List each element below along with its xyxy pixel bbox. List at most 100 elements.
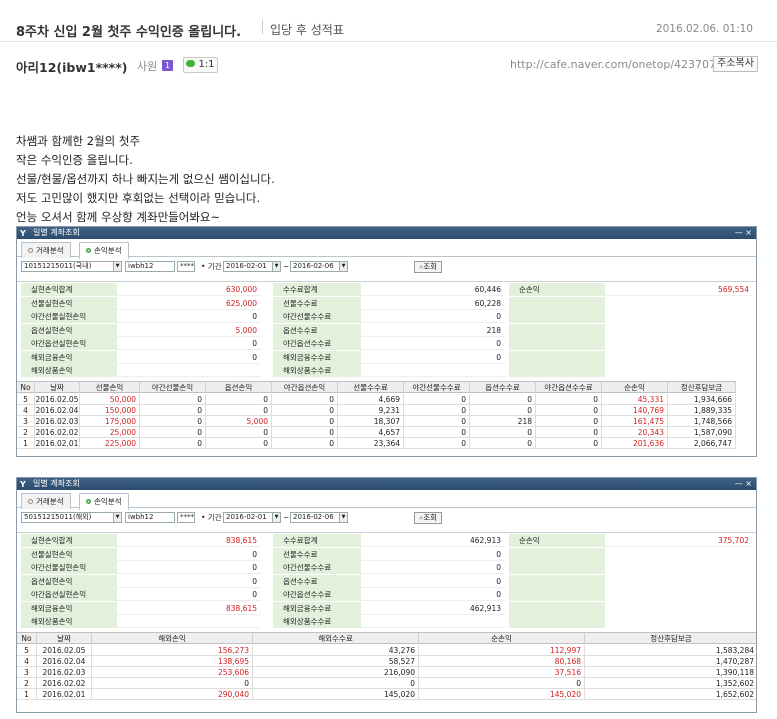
- summary-label: 해외상품손익: [21, 615, 117, 628]
- table-cell: 0: [272, 427, 338, 438]
- column-header: 야간옵션손익: [272, 381, 338, 393]
- summary-label: 해외금융수수료: [273, 601, 361, 615]
- table-cell: 145,020: [253, 689, 419, 700]
- summary-row: 야간옵션실현손익 0 야간옵션수수료 0: [17, 588, 756, 601]
- author-name[interactable]: 아리12(ibw1****): [16, 60, 128, 75]
- query-button[interactable]: ⌕조회: [414, 261, 443, 273]
- user-input[interactable]: iwbh12: [125, 261, 175, 272]
- table-cell: 2016.02.03: [37, 667, 92, 678]
- table-cell: 0: [272, 394, 338, 405]
- summary-value: 0: [117, 561, 261, 574]
- table-cell: 156,273: [92, 645, 253, 656]
- date-from-value: 2016-02-01: [226, 262, 267, 270]
- column-header: 야간선물손익: [140, 381, 206, 393]
- tab-label: 손익분석: [94, 246, 122, 255]
- table-cell: 1,652,602: [585, 689, 756, 700]
- summary-value: 0: [117, 548, 261, 561]
- date-from-input[interactable]: 2016-02-01 ▼: [223, 261, 281, 272]
- board-link[interactable]: 입당 후 성적표: [270, 23, 344, 37]
- account-select[interactable]: 50151215011(해외) ▼: [21, 512, 122, 523]
- summary-value: 60,228: [361, 297, 505, 310]
- table-cell: 5: [17, 394, 35, 405]
- table-cell: 58,527: [253, 656, 419, 667]
- column-header: 선물수수료: [338, 381, 404, 393]
- table-cell: 2016.02.05: [37, 645, 92, 656]
- summary-value: 0: [361, 561, 505, 574]
- period-dot-icon: •: [201, 262, 208, 271]
- summary-label: 해외금융수수료: [273, 350, 361, 364]
- summary-row: 옵션실현손익 0 옵션수수료 0: [17, 574, 756, 588]
- summary-grid: 실현손익합계 838,615 수수료합계 462,913 순손익 375,702 선물실현손…: [17, 532, 756, 628]
- radio-dot-icon: [86, 499, 91, 504]
- column-header: 해외손익: [92, 632, 253, 644]
- date-range-tilde: ~: [283, 513, 290, 522]
- summary-label: 실현손익합계: [21, 283, 117, 296]
- window-title: 일별 계좌조회: [33, 479, 80, 488]
- table-cell: 0: [404, 427, 470, 438]
- column-header: 순손익: [419, 632, 585, 644]
- tab-bar: 거래분석 손익분석: [17, 492, 756, 510]
- summary-label: 해외상품수수료: [273, 364, 361, 377]
- post-body: 차쌤과 함께한 2월의 첫주 작은 수익인증 올립니다. 선물/현물/옵션까지 …: [16, 132, 275, 227]
- table-cell: 290,040: [92, 689, 253, 700]
- table-cell: 0: [470, 427, 536, 438]
- table-cell: 5,000: [206, 416, 272, 427]
- tab-pnl-analysis[interactable]: 손익분석: [79, 493, 129, 510]
- calendar-dropdown-icon: ▼: [272, 262, 280, 271]
- tab-trade-analysis[interactable]: 거래분석: [21, 493, 71, 509]
- summary-label: 야간선물수수료: [273, 561, 361, 574]
- table-cell: 0: [140, 427, 206, 438]
- summary-label: [509, 364, 605, 377]
- summary-value: 838,615: [117, 602, 261, 615]
- table-cell: 0: [206, 394, 272, 405]
- summary-label: 야간옵션수수료: [273, 337, 361, 350]
- user-input[interactable]: iwbh12: [125, 512, 175, 523]
- query-button[interactable]: ⌕조회: [414, 512, 443, 524]
- date-to-input[interactable]: 2016-02-06 ▼: [290, 261, 348, 272]
- account-select[interactable]: 10151215011(국내) ▼: [21, 261, 122, 272]
- filter-bar: 10151215011(국내) ▼ iwbh12 **** • 기간 2016-02-01…: [17, 261, 756, 275]
- account-value: 10151215011(국내): [24, 262, 92, 270]
- date-from-input[interactable]: 2016-02-01 ▼: [223, 512, 281, 523]
- table-cell: 0: [272, 438, 338, 449]
- summary-label: 야간선물실현손익: [21, 310, 117, 323]
- post-url[interactable]: http://cafe.naver.com/onetop/423707: [510, 58, 717, 71]
- summary-label: 선물수수료: [273, 296, 361, 310]
- net-pnl-value: 569,554: [605, 283, 753, 296]
- table-cell: 225,000: [80, 438, 140, 449]
- period-label: • 기간: [201, 261, 222, 272]
- password-input[interactable]: ****: [177, 261, 195, 272]
- table-cell: 0: [253, 678, 419, 689]
- table-cell: 3: [17, 667, 37, 678]
- tab-trade-analysis[interactable]: 거래분석: [21, 242, 71, 258]
- summary-value: 0: [117, 351, 261, 364]
- password-input[interactable]: ****: [177, 512, 195, 523]
- table-cell: 0: [404, 405, 470, 416]
- summary-label: [509, 601, 605, 615]
- table-cell: 218: [470, 416, 536, 427]
- period-label: • 기간: [201, 512, 222, 523]
- summary-value: 462,913: [361, 534, 505, 547]
- summary-label: 선물실현손익: [21, 547, 117, 561]
- account-value: 50151215011(해외): [24, 513, 92, 521]
- table-cell: 0: [536, 405, 602, 416]
- tab-pnl-analysis[interactable]: 손익분석: [79, 242, 129, 259]
- table-cell: 5: [17, 645, 37, 656]
- date-to-input[interactable]: 2016-02-06 ▼: [290, 512, 348, 523]
- column-header: 정산후담보금: [668, 381, 736, 393]
- summary-label: 야간옵션실현손익: [21, 337, 117, 350]
- window-controls-icon[interactable]: — ×: [734, 479, 752, 488]
- filter-bar: 50151215011(해외) ▼ iwbh12 **** • 기간 2016-02-01…: [17, 512, 756, 526]
- chat-button[interactable]: 1:1: [183, 57, 218, 73]
- column-header: 순손익: [602, 381, 668, 393]
- window-controls-icon[interactable]: — ×: [734, 228, 752, 237]
- date-range-tilde: ~: [283, 262, 290, 271]
- copy-url-button[interactable]: 주소복사: [713, 56, 758, 72]
- column-header: 해외수수료: [253, 632, 419, 644]
- summary-value: [117, 615, 261, 628]
- table-cell: 0: [470, 394, 536, 405]
- summary-row: 해외상품손익 해외상품수수료: [17, 364, 756, 377]
- table-cell: 0: [140, 416, 206, 427]
- summary-label: [509, 615, 605, 628]
- table-cell: 0: [536, 394, 602, 405]
